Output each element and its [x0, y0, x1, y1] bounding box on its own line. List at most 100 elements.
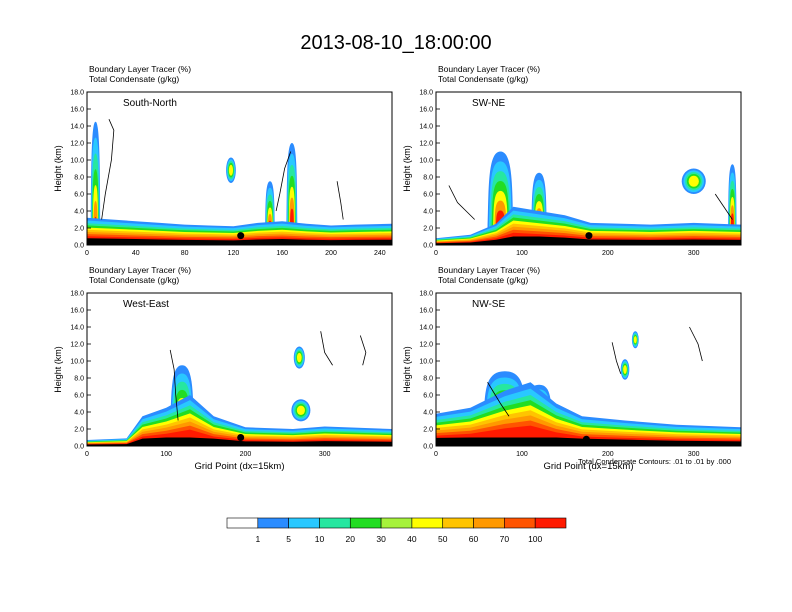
panel-title-line1: Boundary Layer Tracer (%): [89, 265, 191, 275]
y-tick-label: 16.0: [70, 308, 84, 315]
condensate-contour: [448, 185, 475, 220]
label-bar-value: 100: [528, 534, 542, 544]
label-bar-value: 40: [407, 534, 417, 544]
panel-3: 0.0 2.0 4.0 6.0 8.0 10.0 12.0 14.0 16.0 18.0 0 100 2…: [402, 265, 742, 472]
y-tick-label: 12.0: [70, 342, 84, 349]
condensate-contour: [487, 382, 510, 417]
plot-frame: [435, 292, 742, 447]
label-bar-value: 70: [500, 534, 510, 544]
tracer-blob: [296, 405, 305, 416]
panel-title-line2: Total Condensate (g/kg): [438, 275, 528, 285]
y-tick-label: 18.0: [419, 90, 433, 97]
label-bar-box: [442, 517, 474, 529]
tracer-blob: [688, 175, 699, 187]
y-axis-label: Height (km): [402, 346, 412, 393]
color-label-bar: 1 5 10 20 30 40 50 60 70 100: [226, 517, 567, 544]
condensate-contour: [336, 181, 344, 220]
label-bar-value: 1: [255, 534, 260, 544]
label-bar-box: [504, 517, 536, 529]
label-bar-value: 5: [286, 534, 291, 544]
plot-area: [436, 326, 741, 446]
label-bar-box: [226, 517, 259, 529]
x-axis-label: Grid Point (dx=15km): [543, 461, 633, 472]
plot-frame: [86, 292, 393, 447]
x-tick-label: 300: [319, 451, 331, 458]
plot-frame: [435, 91, 742, 246]
plot-area: [87, 331, 392, 446]
y-tick-label: 16.0: [419, 308, 433, 315]
panel-1: 0.0 2.0 4.0 6.0 8.0 10.0 12.0 14.0 16.0 18.0 0 100 2…: [402, 64, 742, 257]
label-bar-box: [288, 517, 320, 529]
y-tick-label: 4.0: [74, 209, 84, 216]
x-tick-label: 100: [160, 451, 172, 458]
terrain: [436, 236, 741, 245]
y-tick-label: 8.0: [74, 376, 84, 383]
x-tick-label: 240: [374, 250, 386, 257]
terrain: [87, 437, 392, 446]
tracer-blob: [633, 336, 637, 344]
label-bar-value: 10: [315, 534, 325, 544]
label-bar-box: [380, 517, 413, 529]
label-bar-box: [319, 517, 351, 529]
y-tick-label: 0.0: [74, 444, 84, 451]
y-axis-label: Height (km): [402, 145, 412, 192]
panel-title-line2: Total Condensate (g/kg): [89, 74, 179, 84]
y-tick-label: 14.0: [70, 325, 84, 332]
panel-2: 0.0 2.0 4.0 6.0 8.0 10.0 12.0 14.0 16.0 18.0 0 100 2…: [53, 265, 393, 472]
x-tick-label: 0: [434, 250, 438, 257]
y-tick-label: 4.0: [74, 410, 84, 417]
x-tick-label: 80: [181, 250, 189, 257]
y-tick-label: 0.0: [423, 243, 433, 250]
condensate-contour: [611, 342, 622, 374]
y-tick-label: 10.0: [419, 158, 433, 165]
panel-title-line1: Boundary Layer Tracer (%): [89, 64, 191, 74]
terrain: [87, 238, 392, 245]
x-tick-label: 200: [602, 250, 614, 257]
y-tick-label: 14.0: [419, 124, 433, 131]
x-tick-label: 0: [85, 451, 89, 458]
y-tick-label: 6.0: [74, 192, 84, 199]
label-bar-box: [257, 517, 289, 529]
panel-0: 0.0 2.0 4.0 6.0 8.0 10.0 12.0 14.0 16.0 18.0 0 40 80…: [53, 64, 393, 257]
y-tick-label: 12.0: [70, 141, 84, 148]
condensate-contour-note: Total Condensate Contours: .01 to .01 by…: [578, 457, 732, 466]
y-tick-label: 2.0: [74, 427, 84, 434]
x-tick-label: 200: [325, 250, 337, 257]
label-bar-box: [411, 517, 444, 529]
panel-title-line2: Total Condensate (g/kg): [89, 275, 179, 285]
condensate-contour: [101, 119, 115, 220]
x-tick-label: 300: [688, 451, 700, 458]
location-marker: [582, 435, 590, 443]
tracer-blob: [228, 164, 234, 176]
y-tick-label: 8.0: [423, 376, 433, 383]
x-axis-label: Grid Point (dx=15km): [194, 461, 284, 472]
plot-area: [436, 151, 741, 245]
y-tick-label: 4.0: [423, 410, 433, 417]
condensate-contour: [714, 193, 733, 220]
x-tick-label: 300: [688, 250, 700, 257]
x-tick-label: 160: [276, 250, 288, 257]
panel-title-line1: Boundary Layer Tracer (%): [438, 64, 540, 74]
x-tick-label: 200: [602, 451, 614, 458]
tracer-blob: [296, 352, 302, 363]
y-tick-label: 2.0: [423, 427, 433, 434]
y-tick-label: 18.0: [70, 291, 84, 298]
y-tick-label: 8.0: [423, 175, 433, 182]
label-bar-value: 50: [438, 534, 448, 544]
condensate-contour: [275, 151, 292, 212]
y-tick-label: 10.0: [419, 359, 433, 366]
y-tick-label: 2.0: [74, 226, 84, 233]
y-tick-label: 6.0: [74, 393, 84, 400]
panel-label: South-North: [123, 98, 177, 109]
y-tick-label: 12.0: [419, 141, 433, 148]
panel-label: West-East: [123, 299, 169, 310]
condensate-contour: [689, 326, 703, 362]
x-tick-label: 0: [434, 451, 438, 458]
location-marker: [585, 232, 593, 240]
condensate-contour: [169, 349, 179, 421]
x-tick-label: 120: [228, 250, 240, 257]
tracer-blob: [623, 365, 627, 374]
x-tick-label: 100: [516, 250, 528, 257]
label-bar-value: 20: [346, 534, 356, 544]
